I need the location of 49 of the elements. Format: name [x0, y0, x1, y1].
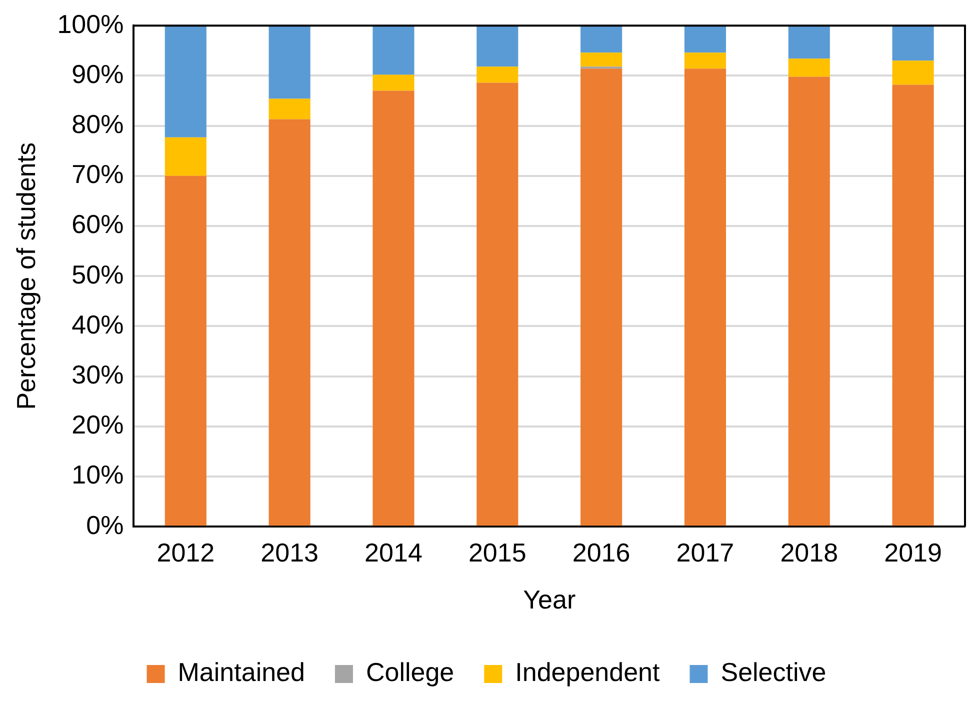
- bar: [268, 98, 310, 120]
- legend-label: College: [366, 657, 454, 688]
- bar: [476, 26, 518, 67]
- bar: [164, 137, 206, 176]
- bar: [580, 26, 622, 53]
- bar: [372, 26, 414, 75]
- bar: [476, 82, 518, 526]
- y-tick-label: 80%: [72, 108, 124, 139]
- legend-label: Independent: [515, 657, 660, 688]
- bar: [788, 58, 830, 77]
- bar: [372, 74, 414, 91]
- bar: [268, 26, 310, 99]
- x-tick-label: 2014: [364, 537, 422, 568]
- y-tick-label: 30%: [72, 359, 124, 390]
- bar: [684, 52, 726, 69]
- bar: [476, 66, 518, 83]
- bar: [164, 26, 206, 138]
- y-tick-label: 60%: [72, 209, 124, 240]
- bar: [788, 76, 830, 526]
- bar: [892, 84, 934, 526]
- bar: [684, 68, 726, 526]
- x-tick-label: 2012: [156, 537, 215, 568]
- x-tick-label: 2015: [468, 537, 526, 568]
- bar: [164, 176, 206, 526]
- bar: [788, 26, 830, 59]
- y-tick-label: 70%: [72, 159, 124, 190]
- x-tick-label: 2017: [676, 537, 734, 568]
- bar: [684, 26, 726, 53]
- y-tick-label: 50%: [72, 259, 124, 290]
- bar: [580, 52, 622, 67]
- y-tick-label: 10%: [72, 460, 124, 490]
- bar: [372, 90, 414, 526]
- x-axis-title: Year: [523, 584, 576, 615]
- y-tick-label: 0%: [86, 510, 124, 540]
- y-tick-label: 90%: [72, 58, 124, 89]
- bar: [580, 68, 622, 526]
- x-tick-label: 2013: [260, 537, 318, 568]
- x-tick-label: 2018: [780, 537, 838, 568]
- bar: [268, 119, 310, 526]
- x-tick-label: 2016: [572, 537, 630, 568]
- bar: [892, 60, 934, 85]
- y-tick-label: 20%: [72, 410, 124, 440]
- y-tick-label: 40%: [72, 309, 124, 340]
- legend-label: Maintained: [178, 657, 305, 688]
- bar: [892, 26, 934, 61]
- y-tick-label: 100%: [57, 8, 124, 39]
- x-tick-label: 2019: [884, 537, 942, 568]
- y-axis-title: Percentage of students: [10, 142, 41, 410]
- legend-label: Selective: [720, 657, 826, 688]
